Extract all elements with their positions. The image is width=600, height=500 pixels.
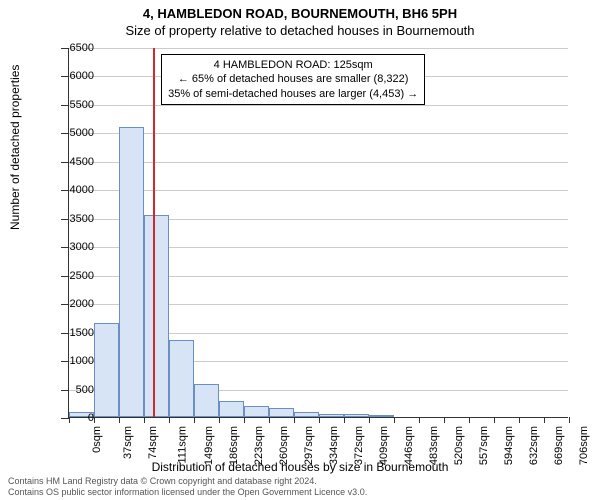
footer-attribution: Contains HM Land Registry data © Crown c…: [8, 476, 367, 498]
x-tick: [394, 417, 395, 423]
footer-line-1: Contains HM Land Registry data © Crown c…: [8, 476, 367, 487]
x-tick: [194, 417, 195, 423]
x-tick: [294, 417, 295, 423]
x-tick-label: 520sqm: [453, 426, 465, 465]
y-tick-label: 1000: [54, 355, 94, 367]
x-tick: [219, 417, 220, 423]
chart-title-sub: Size of property relative to detached ho…: [0, 21, 600, 38]
x-tick-label: 260sqm: [278, 426, 290, 465]
reference-line: [153, 48, 155, 417]
x-tick: [519, 417, 520, 423]
x-tick: [369, 417, 370, 423]
y-axis-title: Number of detached properties: [8, 65, 22, 230]
x-tick-label: 111sqm: [176, 426, 188, 464]
histogram-bar: [294, 412, 319, 417]
x-tick-label: 186sqm: [228, 426, 240, 465]
x-tick-label: 149sqm: [203, 426, 215, 465]
histogram-bar: [194, 384, 219, 417]
x-tick-label: 74sqm: [147, 426, 159, 459]
x-tick: [544, 417, 545, 423]
histogram-bar: [94, 323, 119, 417]
x-tick-label: 334sqm: [328, 426, 340, 465]
y-tick-label: 500: [54, 384, 94, 396]
chart-title-main: 4, HAMBLEDON ROAD, BOURNEMOUTH, BH6 5PH: [0, 0, 600, 21]
histogram-bar: [169, 340, 194, 417]
x-tick: [319, 417, 320, 423]
gridline-h: [69, 48, 568, 49]
y-tick-label: 2000: [54, 298, 94, 310]
histogram-bar: [144, 215, 169, 417]
y-tick-label: 0: [54, 412, 94, 424]
x-tick: [119, 417, 120, 423]
x-tick-label: 594sqm: [503, 426, 515, 465]
x-tick: [494, 417, 495, 423]
y-tick-label: 4500: [54, 156, 94, 168]
x-tick-label: 409sqm: [378, 426, 390, 465]
y-tick-label: 4000: [54, 184, 94, 196]
x-tick: [469, 417, 470, 423]
gridline-h: [69, 105, 568, 106]
y-tick-label: 3500: [54, 213, 94, 225]
plot-area: 4 HAMBLEDON ROAD: 125sqm← 65% of detache…: [68, 48, 568, 418]
x-tick: [244, 417, 245, 423]
x-tick: [169, 417, 170, 423]
x-tick-label: 483sqm: [428, 426, 440, 465]
x-tick: [269, 417, 270, 423]
x-tick: [444, 417, 445, 423]
x-tick: [344, 417, 345, 423]
x-tick-label: 223sqm: [253, 426, 265, 465]
y-tick-label: 2500: [54, 270, 94, 282]
footer-line-2: Contains OS public sector information li…: [8, 487, 367, 498]
annotation-line: 4 HAMBLEDON ROAD: 125sqm: [168, 58, 418, 72]
x-tick-label: 669sqm: [553, 426, 565, 465]
x-tick: [569, 417, 570, 423]
histogram-bar: [244, 406, 269, 417]
histogram-bar: [319, 414, 344, 417]
histogram-bar: [369, 415, 394, 417]
y-tick-label: 1500: [54, 327, 94, 339]
x-tick-label: 297sqm: [303, 426, 315, 465]
histogram-bar: [269, 408, 294, 417]
y-tick-label: 3000: [54, 241, 94, 253]
annotation-box: 4 HAMBLEDON ROAD: 125sqm← 65% of detache…: [161, 54, 425, 105]
y-tick-label: 5000: [54, 127, 94, 139]
x-tick-label: 706sqm: [578, 426, 590, 465]
histogram-bar: [219, 401, 244, 417]
x-tick: [94, 417, 95, 423]
x-tick-label: 557sqm: [478, 426, 490, 465]
x-tick-label: 372sqm: [353, 426, 365, 465]
chart-container: 4, HAMBLEDON ROAD, BOURNEMOUTH, BH6 5PH …: [0, 0, 600, 500]
histogram-bar: [119, 127, 144, 417]
y-tick-label: 6000: [54, 70, 94, 82]
x-tick-label: 632sqm: [528, 426, 540, 465]
y-tick-label: 6500: [54, 42, 94, 54]
annotation-line: ← 65% of detached houses are smaller (8,…: [168, 72, 418, 86]
histogram-bar: [344, 414, 369, 417]
x-tick-label: 37sqm: [122, 426, 134, 459]
y-tick-label: 5500: [54, 99, 94, 111]
x-tick-label: 446sqm: [403, 426, 415, 465]
x-tick: [419, 417, 420, 423]
annotation-line: 35% of semi-detached houses are larger (…: [168, 87, 418, 101]
x-tick: [144, 417, 145, 423]
x-tick-label: 0sqm: [91, 426, 103, 453]
